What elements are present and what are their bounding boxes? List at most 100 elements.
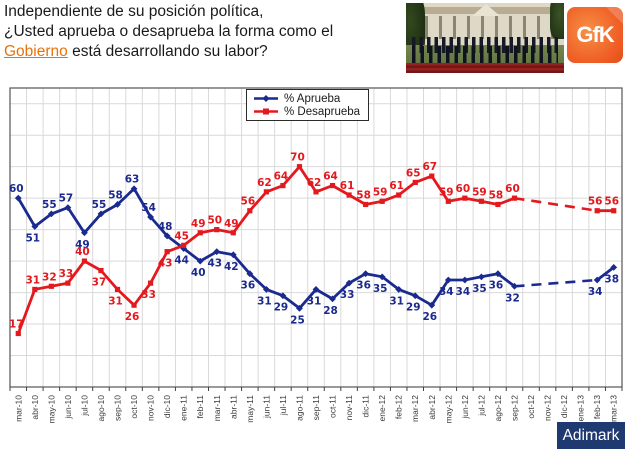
svg-text:36: 36 bbox=[489, 280, 504, 292]
svg-text:abr-12: abr-12 bbox=[427, 395, 437, 420]
svg-text:31: 31 bbox=[108, 295, 123, 307]
svg-text:nov-10: nov-10 bbox=[146, 395, 156, 421]
svg-text:55: 55 bbox=[42, 199, 57, 211]
svg-text:40: 40 bbox=[75, 246, 90, 258]
svg-text:32: 32 bbox=[505, 292, 520, 304]
svg-text:63: 63 bbox=[125, 174, 140, 186]
adimark-logo: Adimark bbox=[557, 422, 625, 449]
svg-text:33: 33 bbox=[59, 268, 74, 280]
svg-text:ene-13: ene-13 bbox=[576, 395, 586, 422]
svg-text:62: 62 bbox=[257, 177, 272, 189]
svg-text:43: 43 bbox=[158, 258, 173, 270]
svg-text:31: 31 bbox=[307, 295, 322, 307]
svg-text:42: 42 bbox=[224, 261, 239, 273]
svg-text:may-11: may-11 bbox=[245, 395, 255, 423]
photo-building-gable bbox=[472, 4, 501, 17]
svg-text:feb-11: feb-11 bbox=[195, 395, 205, 419]
svg-text:oct-10: oct-10 bbox=[129, 395, 139, 419]
legend-row-desaprueba: % Desaprueba bbox=[253, 105, 360, 118]
svg-text:31: 31 bbox=[257, 295, 272, 307]
chart-legend: % Aprueba % Desaprueba bbox=[246, 89, 370, 121]
svg-text:59: 59 bbox=[373, 186, 388, 198]
svg-text:31: 31 bbox=[389, 295, 404, 307]
svg-text:33: 33 bbox=[141, 289, 156, 301]
svg-text:45: 45 bbox=[174, 230, 189, 242]
svg-text:dic-12: dic-12 bbox=[559, 395, 569, 418]
svg-text:28: 28 bbox=[323, 305, 338, 317]
svg-text:55: 55 bbox=[92, 199, 107, 211]
photo-red-carpet bbox=[406, 62, 564, 73]
gobierno-highlight: Gobierno bbox=[4, 43, 68, 60]
svg-text:60: 60 bbox=[9, 183, 24, 195]
svg-text:59: 59 bbox=[439, 186, 454, 198]
photo-building-windows bbox=[424, 15, 561, 40]
svg-text:sep-11: sep-11 bbox=[311, 395, 321, 421]
svg-text:29: 29 bbox=[406, 302, 421, 314]
title-line-1: Independiente de su posición política, bbox=[4, 3, 264, 20]
svg-text:abr-11: abr-11 bbox=[228, 395, 238, 419]
svg-text:oct-11: oct-11 bbox=[328, 395, 338, 418]
approval-chart-plot: mar-10 abr-10 may-10 jun-10 jul-10 ago-10 sep-… bbox=[9, 87, 623, 424]
svg-text:62: 62 bbox=[307, 177, 322, 189]
svg-text:34: 34 bbox=[588, 286, 603, 298]
svg-text:ene-12: ene-12 bbox=[377, 395, 387, 422]
svg-text:26: 26 bbox=[422, 311, 437, 323]
svg-text:ago-12: ago-12 bbox=[493, 395, 503, 422]
svg-text:61: 61 bbox=[389, 180, 404, 192]
svg-text:ago-11: ago-11 bbox=[294, 395, 304, 421]
svg-text:34: 34 bbox=[456, 286, 471, 298]
svg-text:57: 57 bbox=[59, 193, 74, 205]
svg-text:dic-11: dic-11 bbox=[361, 395, 371, 418]
svg-text:26: 26 bbox=[125, 311, 140, 323]
page-title: Independiente de su posición política, ¿… bbox=[4, 2, 404, 62]
svg-text:34: 34 bbox=[439, 286, 454, 298]
svg-text:56: 56 bbox=[604, 196, 619, 208]
svg-text:35: 35 bbox=[472, 283, 487, 295]
svg-text:64: 64 bbox=[323, 171, 338, 183]
svg-text:44: 44 bbox=[174, 255, 189, 267]
svg-text:sep-10: sep-10 bbox=[113, 395, 123, 421]
svg-text:48: 48 bbox=[158, 221, 173, 233]
aprueba-line-icon bbox=[254, 95, 278, 102]
svg-text:49: 49 bbox=[224, 218, 239, 230]
photo-tree-right bbox=[549, 3, 564, 40]
svg-text:70: 70 bbox=[290, 152, 305, 164]
svg-text:nov-11: nov-11 bbox=[344, 395, 354, 421]
svg-text:jun-10: jun-10 bbox=[63, 395, 73, 420]
title-line-2: ¿Usted aprueba o desaprueba la forma com… bbox=[4, 23, 334, 40]
svg-text:sep-12: sep-12 bbox=[509, 395, 519, 421]
svg-text:may-12: may-12 bbox=[443, 395, 453, 424]
photo-people-front-row bbox=[412, 45, 558, 63]
title-line-3: Gobierno está desarrollando su labor? bbox=[4, 42, 404, 62]
svg-text:mar-13: mar-13 bbox=[609, 395, 619, 422]
svg-text:54: 54 bbox=[141, 202, 156, 214]
svg-text:17: 17 bbox=[9, 318, 24, 330]
svg-text:31: 31 bbox=[25, 274, 40, 286]
svg-text:36: 36 bbox=[241, 280, 256, 292]
svg-text:58: 58 bbox=[108, 189, 123, 201]
svg-text:jul-10: jul-10 bbox=[79, 395, 89, 417]
svg-text:mar-11: mar-11 bbox=[212, 395, 222, 422]
svg-text:36: 36 bbox=[356, 280, 371, 292]
svg-text:56: 56 bbox=[588, 196, 603, 208]
svg-text:58: 58 bbox=[356, 189, 371, 201]
svg-text:67: 67 bbox=[422, 161, 437, 173]
svg-text:jun-11: jun-11 bbox=[261, 395, 271, 419]
svg-text:ago-10: ago-10 bbox=[96, 395, 106, 422]
svg-text:dic-10: dic-10 bbox=[162, 395, 172, 418]
svg-text:49: 49 bbox=[191, 218, 206, 230]
svg-text:oct-12: oct-12 bbox=[526, 395, 536, 419]
svg-text:32: 32 bbox=[42, 271, 57, 283]
svg-text:64: 64 bbox=[274, 171, 289, 183]
gfk-logo-text: GfK bbox=[576, 22, 614, 47]
legend-label-desaprueba: % Desaprueba bbox=[284, 105, 361, 118]
svg-text:abr-10: abr-10 bbox=[30, 395, 40, 420]
svg-text:jul-11: jul-11 bbox=[278, 395, 288, 416]
svg-text:nov-12: nov-12 bbox=[543, 395, 553, 421]
gfk-logo-fold bbox=[606, 7, 623, 24]
svg-text:51: 51 bbox=[25, 232, 40, 244]
svg-text:37: 37 bbox=[92, 277, 107, 289]
svg-text:ene-11: ene-11 bbox=[179, 395, 189, 421]
svg-text:65: 65 bbox=[406, 167, 421, 179]
